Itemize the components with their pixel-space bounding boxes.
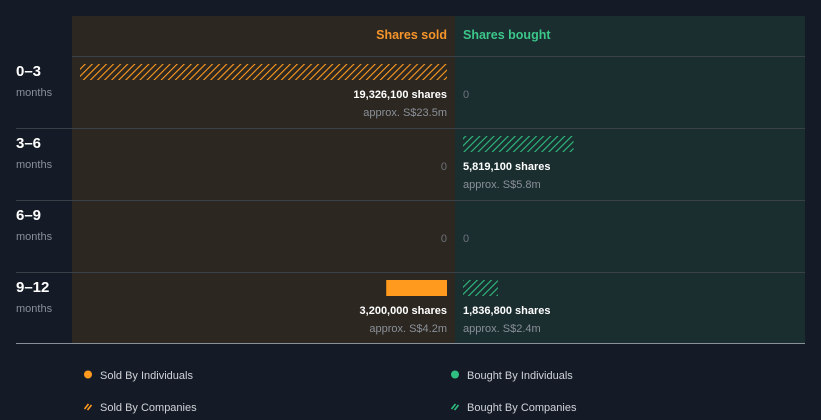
legend-label: Sold By Individuals [100,370,193,382]
category-label: 3–6 [16,135,41,152]
chart-rows: 0–3 months 19,326,100 shares approx. S$23.5… [16,56,805,335]
category-sublabel: months [16,87,53,99]
category-label: 0–3 [16,63,41,80]
category-sublabel: months [16,159,53,171]
bought-shares-label: 1,836,800 shares [463,305,550,317]
legend-label: Bought By Companies [467,402,577,414]
category-label: 9–12 [16,279,49,296]
legend: Sold By Individuals Bought By Individuals… [83,370,577,414]
sold-shares-label: 19,326,100 shares [353,89,447,101]
sold-bar [80,64,447,80]
bought-bar [463,280,498,296]
bought-individuals-swatch [451,370,459,379]
sold-individuals-swatch [84,370,92,379]
sold-companies-swatch [83,403,93,411]
category-label: 6–9 [16,207,41,224]
bought-companies-swatch [450,403,460,411]
sold-zero-label: 0 [441,161,447,173]
legend-label: Bought By Individuals [467,370,573,382]
category-sublabel: months [16,303,53,315]
sold-zero-label: 0 [441,233,447,245]
sold-value-label: approx. S$4.2m [369,323,447,335]
bought-value-label: approx. S$2.4m [463,323,541,335]
legend-label: Sold By Companies [100,402,197,414]
sold-column-header: Shares sold [376,28,447,42]
bought-column-header: Shares bought [463,28,551,42]
bought-bar [463,136,574,152]
sold-value-label: approx. S$23.5m [363,107,447,119]
bought-zero-label: 0 [463,233,469,245]
bought-panel [455,16,805,343]
sold-shares-label: 3,200,000 shares [360,305,447,317]
category-sublabel: months [16,231,53,243]
sold-bar [386,280,447,296]
bought-value-label: approx. S$5.8m [463,179,541,191]
bought-shares-label: 5,819,100 shares [463,161,550,173]
bought-zero-label: 0 [463,89,469,101]
